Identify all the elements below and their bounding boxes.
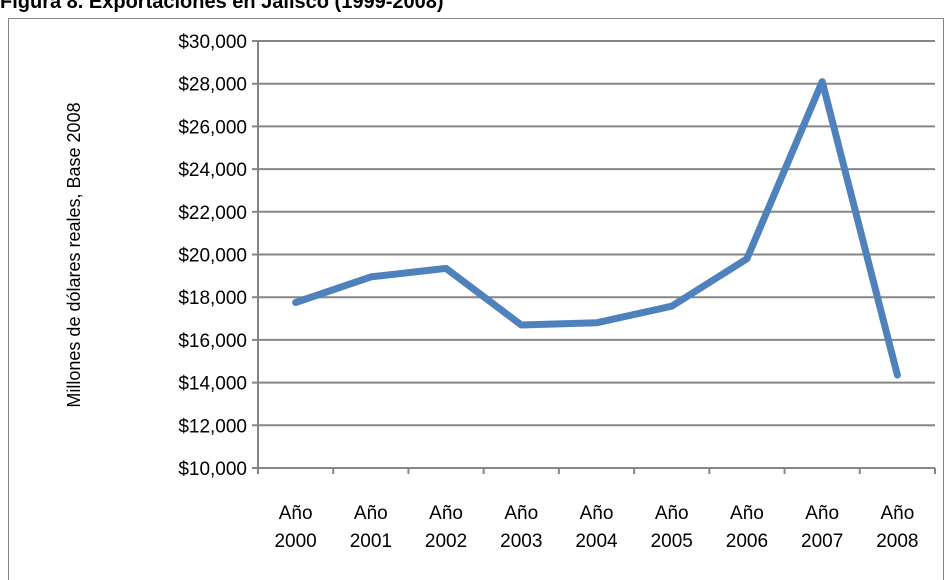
x-tick-label: Año 2002: [425, 503, 467, 552]
data-point: [595, 321, 598, 325]
data-point: [895, 373, 899, 377]
y-tick-label: $16,000: [178, 331, 247, 352]
data-point: [444, 266, 448, 270]
x-tick-label: Año 2008: [876, 503, 918, 552]
data-point: [820, 80, 824, 84]
x-tick-labels: Año 2000 Año 2001 Año 2002 Año 2003 Año 2004 Año 20…: [274, 503, 918, 552]
x-tick-label: Año 2007: [801, 503, 843, 552]
figure-title: Figura 8. Exportaciones en Jalisco (1999…: [0, 0, 444, 13]
x-tick-label: Año 2004: [575, 503, 618, 552]
x-tick-label: Año 2003: [500, 503, 542, 552]
y-tick-label: $20,000: [178, 246, 247, 267]
y-tick-label: $10,000: [178, 459, 247, 480]
y-tick-labels: $10,000 $12,000 $14,000 $16,000 $18,000 $20,0…: [178, 32, 247, 480]
y-axis-label: Millones de dólares reales, Base 2008: [64, 102, 84, 407]
x-tick-label: Año 2000: [274, 503, 316, 552]
x-tick-label: Año 2006: [726, 503, 768, 552]
y-tick-label: $22,000: [178, 203, 247, 224]
y-tick-label: $26,000: [178, 117, 247, 138]
data-point: [294, 301, 298, 305]
gridlines: [258, 40, 935, 427]
y-tick-label: $12,000: [178, 416, 247, 437]
series: [292, 78, 901, 379]
data-point: [519, 323, 523, 327]
chart-frame: [8, 18, 944, 580]
x-tick-label: Año 2005: [651, 503, 693, 552]
data-point: [369, 275, 373, 279]
data-point: [670, 304, 674, 308]
y-tick-label: $24,000: [178, 160, 247, 181]
y-tick-label: $14,000: [178, 374, 247, 395]
y-tick-label: $18,000: [178, 288, 247, 309]
y-tick-label: $30,000: [178, 32, 247, 53]
x-tick-label: Año 2001: [350, 503, 392, 552]
y-tick-label: $28,000: [178, 75, 247, 96]
axes: [252, 40, 936, 474]
data-point: [745, 257, 749, 261]
